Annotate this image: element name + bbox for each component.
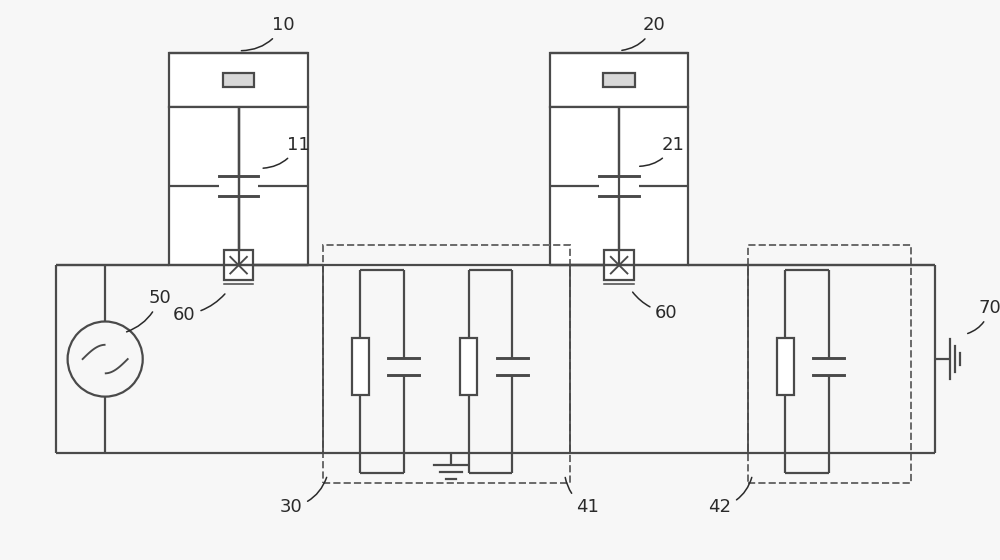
Text: 42: 42 xyxy=(708,477,752,516)
Bar xyxy=(604,250,634,280)
Bar xyxy=(224,250,253,280)
Bar xyxy=(223,73,254,87)
Bar xyxy=(169,107,308,265)
Text: 21: 21 xyxy=(640,136,685,166)
Bar xyxy=(748,245,911,483)
Bar xyxy=(323,245,570,483)
Text: 70: 70 xyxy=(968,298,1000,334)
Bar xyxy=(603,73,635,87)
Bar xyxy=(460,338,477,395)
Bar xyxy=(550,107,688,265)
Text: 30: 30 xyxy=(280,477,327,516)
Bar xyxy=(352,338,369,395)
Text: 50: 50 xyxy=(127,289,171,332)
Text: 11: 11 xyxy=(263,136,309,168)
Text: 60: 60 xyxy=(633,292,678,321)
Bar xyxy=(169,53,308,107)
Bar xyxy=(777,338,794,395)
Bar xyxy=(550,53,688,107)
Text: 20: 20 xyxy=(622,16,665,50)
Text: 60: 60 xyxy=(173,294,225,324)
Text: 41: 41 xyxy=(565,478,599,516)
Text: 10: 10 xyxy=(241,16,294,51)
